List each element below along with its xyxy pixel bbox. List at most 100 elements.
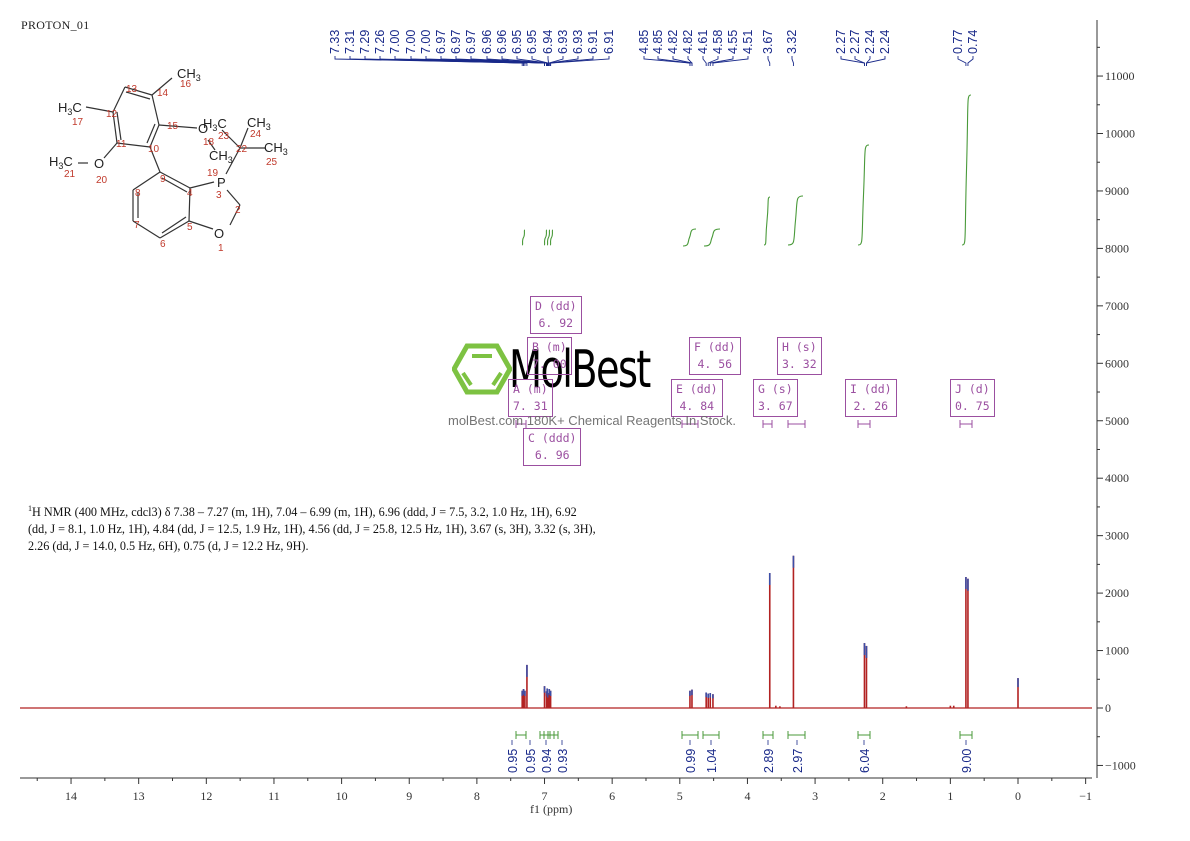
svg-text:13: 13 — [126, 84, 138, 95]
svg-text:15: 15 — [167, 121, 179, 132]
svg-text:1: 1 — [218, 243, 224, 254]
integral-value: 6.04 — [858, 749, 872, 773]
y-tick-label: 0 — [1105, 701, 1111, 715]
y-tick-label: 5000 — [1105, 414, 1129, 428]
x-tick-label: 4 — [744, 789, 750, 803]
multiplet-box-a: A (m) 7. 31 — [508, 379, 553, 417]
svg-text:20: 20 — [96, 175, 108, 186]
svg-text:6: 6 — [160, 239, 166, 250]
svg-text:H3C: H3C — [58, 100, 82, 117]
peak-label: 6.95 — [510, 30, 524, 54]
peak-label: 6.94 — [541, 30, 555, 54]
multiplet-shift: 4. 84 — [679, 399, 715, 413]
x-tick-label: 9 — [406, 789, 412, 803]
peak-label: 6.95 — [525, 30, 539, 54]
spectrum-peaks — [521, 555, 1019, 708]
multiplet-shift: 2. 26 — [853, 399, 889, 413]
multiplet-box-i: I (dd) 2. 26 — [845, 379, 897, 417]
peak-label: 4.61 — [696, 30, 710, 54]
peak-label: 2.27 — [834, 30, 848, 54]
peak-label: 6.93 — [571, 30, 585, 54]
svg-text:24: 24 — [250, 129, 262, 140]
integral-value: 0.93 — [556, 749, 570, 773]
peak-label: 6.91 — [602, 30, 616, 54]
multiplet-box-j: J (d) 0. 75 — [950, 379, 995, 417]
svg-text:8: 8 — [135, 188, 141, 199]
peak-label: 4.58 — [711, 30, 725, 54]
multiplet-label: F (dd) — [694, 340, 736, 354]
x-tick-label: 10 — [336, 789, 348, 803]
multiplet-label: C (ddd) — [528, 431, 577, 445]
x-tick-label: 5 — [677, 789, 683, 803]
watermark-brand: MolBest — [509, 340, 651, 400]
svg-text:CH3: CH3 — [209, 148, 233, 165]
svg-text:3: 3 — [216, 190, 222, 201]
svg-text:5: 5 — [187, 222, 193, 233]
multiplet-shift: 7. 00 — [532, 357, 567, 371]
y-tick-label: 7000 — [1105, 299, 1129, 313]
x-tick-label: 6 — [609, 789, 615, 803]
multiplet-box-d: D (dd) 6. 92 — [530, 296, 582, 334]
integral-value: 2.97 — [791, 749, 805, 773]
peak-label-group: 7.33 7.31 7.29 7.26 7.00 7.00 7.00 6.97 6.97 6.97… — [328, 30, 980, 66]
svg-text:O: O — [214, 226, 224, 241]
svg-text:17: 17 — [72, 117, 84, 128]
svg-text:14: 14 — [157, 88, 169, 99]
peak-label: 4.85 — [651, 30, 665, 54]
peak-label: 7.26 — [373, 30, 387, 54]
svg-text:19: 19 — [207, 168, 219, 179]
x-tick-label: 3 — [812, 789, 818, 803]
multiplet-box-g: G (s) 3. 67 — [753, 379, 798, 417]
integral-value: 0.99 — [684, 749, 698, 773]
peak-label: 4.85 — [637, 30, 651, 54]
multiplet-shift: 4. 56 — [697, 357, 733, 371]
peak-label: 7.00 — [419, 30, 433, 54]
svg-text:12: 12 — [106, 109, 118, 120]
multiplet-shift: 0. 75 — [955, 399, 990, 413]
svg-text:16: 16 — [180, 79, 192, 90]
svg-text:2: 2 — [235, 205, 241, 216]
peak-label: 4.55 — [726, 30, 740, 54]
peak-label: 6.97 — [434, 30, 448, 54]
svg-text:H3C: H3C — [203, 116, 227, 133]
x-tick-label: 1 — [947, 789, 953, 803]
svg-text:CH3: CH3 — [177, 66, 201, 83]
multiplet-range-markers — [515, 420, 973, 428]
multiplet-shift: 7. 31 — [513, 399, 548, 413]
x-tick-label: 11 — [268, 789, 280, 803]
experiment-title: PROTON_01 — [21, 18, 90, 32]
svg-text:7: 7 — [134, 220, 140, 231]
x-tick-label: 7 — [542, 789, 548, 803]
multiplet-label: J (d) — [955, 382, 990, 396]
svg-text:CH3: CH3 — [264, 140, 288, 157]
y-tick-label: 3000 — [1105, 529, 1129, 543]
peak-label: 0.77 — [951, 30, 965, 54]
svg-text:23: 23 — [218, 131, 230, 142]
y-tick-label: 10000 — [1105, 127, 1135, 141]
molbest-hexagon-logo-icon — [452, 343, 512, 395]
peak-label: 2.27 — [848, 30, 862, 54]
x-tick-label: −1 — [1079, 789, 1092, 803]
svg-text:H3C: H3C — [49, 154, 73, 171]
x-tick-label: 12 — [200, 789, 212, 803]
y-tick-label: 2000 — [1105, 586, 1129, 600]
integral-value: 0.95 — [524, 749, 538, 773]
integral-value: 0.94 — [540, 749, 554, 773]
peak-label: 6.97 — [449, 30, 463, 54]
chemical-structure: CH3 H3C O H3C CH3 CH3 CH3 H3C O P O 1 2 … — [49, 66, 288, 254]
y-tick-label: 11000 — [1105, 69, 1135, 83]
y-tick-label: 8000 — [1105, 241, 1129, 255]
peak-label: 7.00 — [404, 30, 418, 54]
multiplet-shift: 6. 92 — [538, 316, 574, 330]
nmr-description: 1H NMR (400 MHz, cdcl3) δ 7.38 – 7.27 (m… — [28, 500, 598, 555]
integral-values: 0.95 0.95 0.94 0.93 0.99 1.04 2.89 2.97 6.04 9.00 — [506, 731, 974, 773]
integral-value: 1.04 — [705, 749, 719, 773]
multiplet-box-b: B (m) 7. 00 — [527, 337, 572, 375]
integral-value: 9.00 — [960, 749, 974, 773]
svg-text:CH3: CH3 — [247, 115, 271, 132]
peak-label: 0.74 — [966, 30, 980, 54]
y-tick-label: 6000 — [1105, 356, 1129, 370]
multiplet-box-h: H (s) 3. 32 — [777, 337, 822, 375]
